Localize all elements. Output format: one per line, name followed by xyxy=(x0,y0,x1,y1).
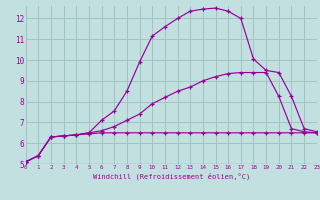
X-axis label: Windchill (Refroidissement éolien,°C): Windchill (Refroidissement éolien,°C) xyxy=(92,172,250,180)
